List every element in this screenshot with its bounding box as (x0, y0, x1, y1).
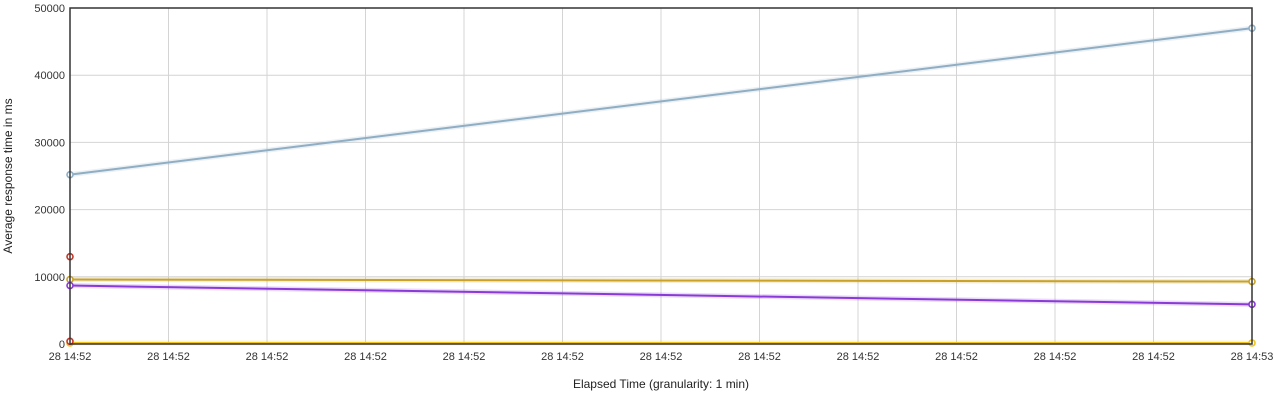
y-tick-label: 10000 (34, 272, 65, 284)
x-tick-label: 28 14:52 (935, 351, 978, 363)
series-line (69, 284, 1253, 306)
series-layer (66, 24, 1256, 347)
y-tick-label: 20000 (34, 205, 65, 217)
series-line (69, 278, 1253, 283)
plot-frame (69, 7, 1253, 345)
x-tick-label: 28 14:52 (246, 351, 289, 363)
series-line (69, 27, 1253, 176)
x-tick-label: 28 14:52 (443, 351, 486, 363)
x-tick-label: 28 14:53 (1231, 351, 1274, 363)
x-tick-label: 28 14:52 (541, 351, 584, 363)
x-tick-label: 28 14:52 (738, 351, 781, 363)
y-tick-label: 30000 (34, 137, 65, 149)
x-tick-label: 28 14:52 (147, 351, 190, 363)
x-tick-label: 28 14:52 (49, 351, 92, 363)
y-axis-title: Average response time in ms (1, 98, 15, 253)
grid-layer (70, 8, 1252, 344)
y-tick-label: 50000 (34, 3, 65, 15)
x-tick-label: 28 14:52 (344, 351, 387, 363)
tick-layer: 0 10000 20000 30000 40000 50000 28 14:52 28 14:… (34, 3, 1273, 363)
x-tick-label: 28 14:52 (640, 351, 683, 363)
x-axis-title: Elapsed Time (granularity: 1 min) (573, 377, 749, 391)
y-tick-label: 0 (59, 339, 65, 351)
y-tick-label: 40000 (34, 70, 65, 82)
x-tick-label: 28 14:52 (1034, 351, 1077, 363)
x-tick-label: 28 14:52 (1132, 351, 1175, 363)
x-tick-label: 28 14:52 (837, 351, 880, 363)
